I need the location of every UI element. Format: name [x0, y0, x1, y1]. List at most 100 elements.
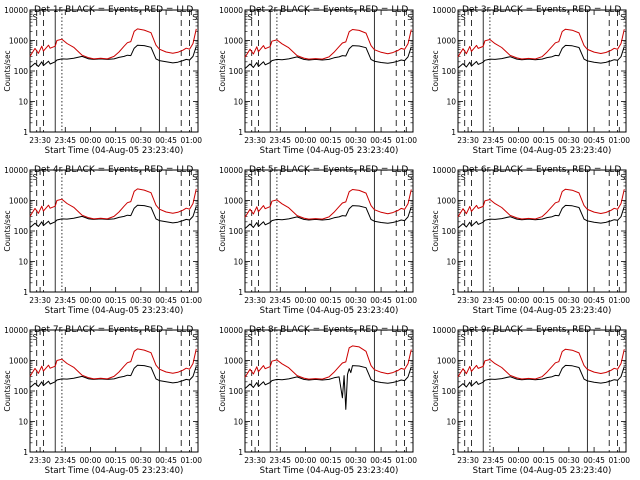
y-tick-label: 100 [14, 227, 29, 236]
events-series-line [457, 364, 625, 389]
y-tick-label: 100 [229, 387, 244, 396]
y-axis-label: Counts/sec [431, 210, 440, 251]
y-tick-label: 1 [451, 448, 456, 457]
x-tick-label: 00:15 [533, 296, 555, 305]
x-tick-label: 23:45 [54, 136, 76, 145]
y-tick-label: 10000 [219, 326, 243, 335]
segment-flag: S [620, 13, 625, 22]
y-tick-label: 1 [238, 128, 243, 137]
panel-det-9: Det 9r BLACK = Events, RED = LLD11010010… [431, 325, 630, 476]
y-tick-label: 1000 [9, 197, 28, 206]
y-tick-label: 1000 [437, 357, 456, 366]
panel-det-1: Det 1r BLACK = Events, RED = LLD11010010… [3, 5, 202, 156]
y-tick-label: 1 [23, 448, 28, 457]
x-tick-label: 23:45 [482, 296, 504, 305]
lld-series-line [29, 348, 197, 380]
x-tick-label: 00:00 [508, 136, 530, 145]
y-tick-label: 1000 [437, 197, 456, 206]
events-series-line [29, 204, 197, 228]
y-axis-label: Counts/sec [431, 50, 440, 91]
y-tick-label: 100 [442, 67, 457, 76]
y-axis-label: Counts/sec [3, 370, 12, 411]
x-tick-label: 00:45 [370, 136, 392, 145]
x-tick-label: 01:00 [395, 136, 417, 145]
segment-flag: S [620, 173, 625, 182]
segment-flag: S [192, 333, 197, 342]
panel-det-2: Det 2r BLACK = Events, RED = LLD11010010… [218, 5, 417, 156]
y-axis-label: Counts/sec [3, 210, 12, 251]
y-tick-label: 1 [238, 288, 243, 297]
lld-series-line [244, 189, 412, 220]
lld-series-line [457, 348, 625, 380]
y-axis-label: Counts/sec [218, 50, 227, 91]
x-axis-label: Start Time (04-Aug-05 23:23:40) [45, 306, 184, 316]
y-tick-label: 10 [233, 98, 243, 107]
lld-series-line [244, 345, 412, 380]
panel-det-5: Det 5r BLACK = Events, RED = LLD11010010… [218, 165, 417, 316]
segment-flag: S [461, 173, 466, 182]
y-tick-label: 1 [238, 448, 243, 457]
x-tick-label: 00:15 [320, 136, 342, 145]
x-axis-label: Start Time (04-Aug-05 23:23:40) [45, 466, 184, 476]
events-series-line [457, 44, 625, 69]
y-tick-label: 10000 [432, 326, 456, 335]
x-tick-label: 00:30 [345, 136, 367, 145]
x-tick-label: 00:45 [583, 456, 605, 465]
y-tick-label: 10000 [219, 6, 243, 15]
x-axis-label: Start Time (04-Aug-05 23:23:40) [473, 146, 612, 156]
x-tick-label: 01:00 [180, 136, 202, 145]
y-tick-label: 100 [14, 67, 29, 76]
lld-series-line [457, 188, 625, 220]
x-tick-label: 00:30 [345, 296, 367, 305]
x-axis-label: Start Time (04-Aug-05 23:23:40) [473, 466, 612, 476]
x-tick-label: 00:45 [155, 456, 177, 465]
x-tick-label: 00:00 [295, 296, 317, 305]
segment-flag: S [33, 173, 38, 182]
x-tick-label: 23:45 [482, 456, 504, 465]
y-tick-label: 1000 [224, 357, 243, 366]
x-tick-label: 00:45 [583, 136, 605, 145]
x-tick-label: 01:00 [180, 456, 202, 465]
y-tick-label: 10000 [4, 326, 28, 335]
x-tick-label: 01:00 [608, 136, 630, 145]
y-tick-label: 100 [229, 67, 244, 76]
panel-det-4: Det 4r BLACK = Events, RED = LLD11010010… [3, 165, 202, 316]
x-tick-label: 00:15 [105, 456, 127, 465]
x-tick-label: 00:00 [508, 296, 530, 305]
y-axis-label: Counts/sec [3, 50, 12, 91]
x-tick-label: 01:00 [608, 456, 630, 465]
x-tick-label: 23:30 [29, 136, 51, 145]
segment-flag: S [33, 13, 38, 22]
panel-det-8: Det 8r BLACK = Events, RED = LLD11010010… [218, 325, 417, 476]
x-axis-label: Start Time (04-Aug-05 23:23:40) [45, 146, 184, 156]
segment-flag: S [407, 173, 412, 182]
x-tick-label: 01:00 [608, 296, 630, 305]
y-axis-label: Counts/sec [431, 370, 440, 411]
x-tick-label: 23:45 [269, 296, 291, 305]
y-tick-label: 100 [442, 387, 457, 396]
y-tick-label: 10000 [4, 6, 28, 15]
y-axis-label: Counts/sec [218, 370, 227, 411]
segment-flag: S [192, 13, 197, 22]
segment-flag: S [248, 13, 253, 22]
y-tick-label: 100 [14, 387, 29, 396]
y-axis-label: Counts/sec [218, 210, 227, 251]
y-tick-label: 1 [451, 128, 456, 137]
x-tick-label: 23:45 [269, 456, 291, 465]
x-tick-label: 23:45 [482, 136, 504, 145]
panel-det-3: Det 3r BLACK = Events, RED = LLD11010010… [431, 5, 630, 156]
y-tick-label: 10000 [4, 166, 28, 175]
x-axis-label: Start Time (04-Aug-05 23:23:40) [260, 466, 399, 476]
x-axis-label: Start Time (04-Aug-05 23:23:40) [473, 306, 612, 316]
x-tick-label: 23:30 [29, 456, 51, 465]
y-tick-label: 10000 [219, 166, 243, 175]
x-tick-label: 00:30 [130, 456, 152, 465]
x-tick-label: 00:30 [558, 456, 580, 465]
lld-series-line [457, 28, 625, 60]
x-tick-label: 00:45 [370, 296, 392, 305]
x-tick-label: 23:45 [54, 296, 76, 305]
x-tick-label: 00:45 [583, 296, 605, 305]
x-tick-label: 00:15 [533, 456, 555, 465]
y-tick-label: 10000 [432, 6, 456, 15]
y-tick-label: 10 [18, 258, 28, 267]
